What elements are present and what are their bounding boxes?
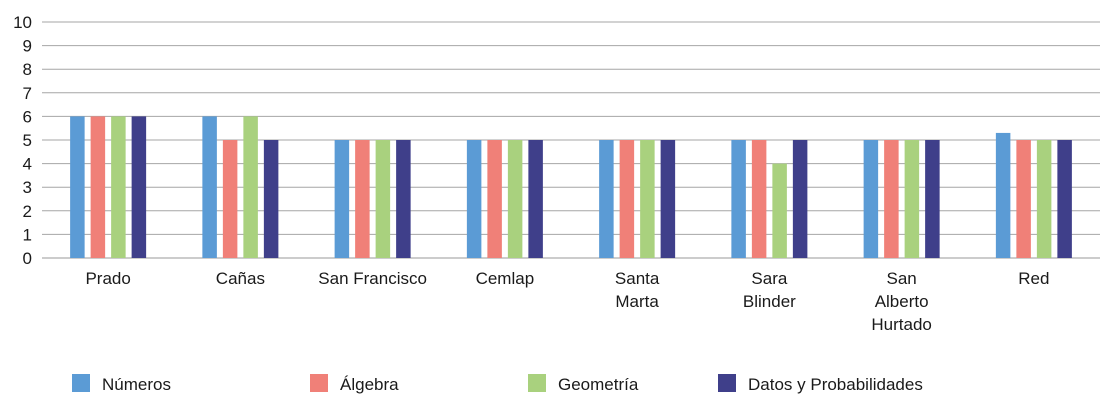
bar [507,140,523,258]
bar [731,140,746,258]
bar [202,116,217,259]
y-tick-label: 5 [23,131,32,150]
bar [863,140,879,258]
bar [884,140,899,258]
bar [396,140,411,258]
y-tick-label: 7 [23,84,32,103]
legend-label: Geometría [558,375,639,394]
y-tick-label: 4 [23,155,32,174]
legend-swatch [72,374,90,392]
bar [1016,140,1031,258]
bar [619,140,635,258]
bar [375,140,391,258]
bar [751,140,767,258]
y-tick-label: 2 [23,202,32,221]
x-tick-label: Blinder [743,292,796,311]
bar [640,140,655,258]
x-tick-label: Hurtado [871,315,931,334]
x-axis: Prado Cañas San Francisco Cemlap Santa Marta S… [85,269,1049,334]
legend-swatch [718,374,736,392]
y-tick-label: 6 [23,107,32,126]
bar [660,140,676,258]
bar [90,116,106,259]
bar [466,140,482,258]
bar [904,140,920,258]
bar [131,116,147,259]
legend: Números Álgebra Geometría Datos y Probabili… [72,374,923,394]
bar [111,116,126,259]
x-tick-label: Red [1018,269,1049,288]
bar [792,140,808,258]
y-tick-label: 3 [23,178,32,197]
legend-swatch [528,374,546,392]
bar [995,132,1011,258]
y-tick-label: 8 [23,60,32,79]
bar [772,163,787,258]
legend-label: Números [102,375,171,394]
bar [1036,140,1052,258]
y-tick-label: 9 [23,37,32,56]
y-axis: 0 1 2 3 4 5 6 7 8 9 10 [13,13,32,268]
x-tick-label: Santa [615,269,660,288]
bar [599,140,614,258]
legend-label: Álgebra [340,375,399,394]
bar [528,140,543,258]
legend-swatch [310,374,328,392]
x-tick-label: San Francisco [318,269,427,288]
x-tick-label: Marta [615,292,659,311]
bar [243,116,258,259]
bar [1057,140,1072,258]
x-tick-label: Sara [751,269,787,288]
bar [925,140,940,258]
bar [70,116,85,259]
bars [70,116,1072,259]
legend-label: Datos y Probabilidades [748,375,923,394]
y-tick-label: 0 [23,249,32,268]
x-tick-label: Cañas [216,269,265,288]
x-tick-label: San [887,269,917,288]
bar [263,140,279,258]
y-tick-label: 1 [23,225,32,244]
x-tick-label: Cemlap [476,269,535,288]
bar [222,140,238,258]
x-tick-label: Alberto [875,292,929,311]
bar [334,140,350,258]
x-tick-label: Prado [85,269,130,288]
y-tick-label: 10 [13,13,32,32]
bar [355,140,370,258]
grid-layer [42,21,1100,259]
bar [487,140,502,258]
